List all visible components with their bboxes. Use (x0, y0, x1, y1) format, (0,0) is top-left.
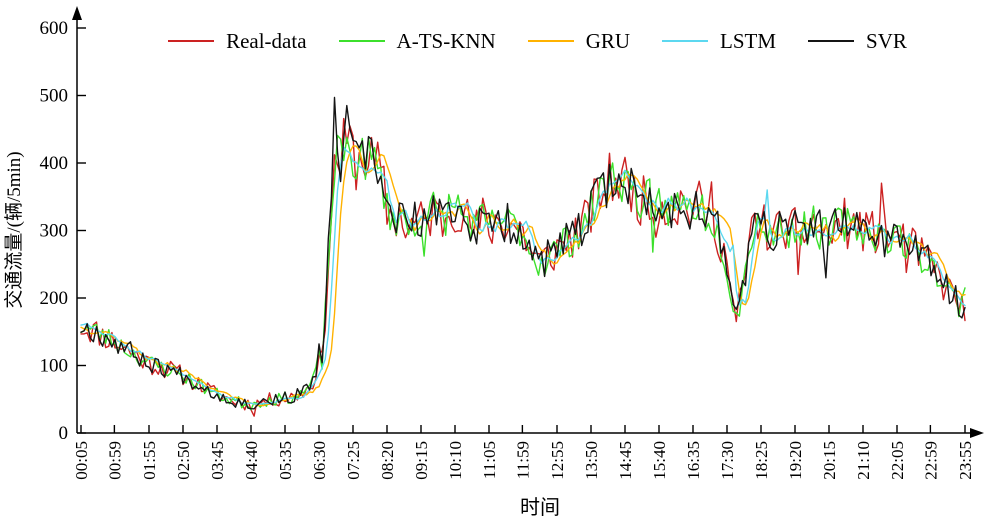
legend-label-lstm: LSTM (720, 28, 777, 53)
series-line-a-ts-knn (80, 134, 966, 411)
y-tick-label: 100 (40, 356, 69, 377)
series-line-gru (80, 145, 966, 407)
x-axis-title: 时间 (520, 496, 560, 519)
y-tick-label: 200 (40, 288, 69, 309)
legend-item-gru: GRU (527, 28, 631, 53)
x-tick-label: 15:40 (650, 441, 669, 480)
legend-line-lstm-icon (662, 40, 709, 42)
x-tick-label: 10:10 (446, 441, 465, 480)
x-tick-label: 07:25 (344, 441, 363, 480)
legend-item-real-data: Real-data (168, 28, 307, 53)
x-tick-label: 00:05 (72, 441, 91, 480)
x-tick-label: 23:55 (956, 441, 975, 480)
x-tick-label: 11:59 (513, 441, 532, 479)
x-tick-label: 16:35 (684, 441, 703, 480)
y-tick-label: 500 (40, 86, 69, 107)
x-axis-arrow-icon (970, 428, 984, 438)
legend-label-a-ts-knn: A-TS-KNN (396, 28, 496, 53)
legend-item-lstm: LSTM (662, 28, 777, 53)
legend-label-real-data: Real-data (226, 28, 307, 53)
legend-item-svr: SVR (808, 28, 907, 53)
legend: Real-data A-TS-KNN GRU LSTM SVR (85, 28, 990, 54)
y-tick-label: 0 (59, 423, 69, 444)
x-tick-label: 02:50 (174, 441, 193, 480)
x-tick-label: 00:59 (105, 441, 124, 480)
x-tick-label: 22:59 (921, 441, 940, 480)
y-axis-title: 交通流量/(辆/5min) (3, 151, 25, 308)
x-tick-label: 09:15 (412, 441, 431, 480)
series-line-real-data (80, 117, 966, 417)
x-tick-label: 13:50 (582, 441, 601, 480)
x-tick-label: 19:20 (786, 441, 805, 480)
legend-line-svr-icon (808, 40, 855, 42)
x-tick-label: 12:55 (548, 441, 567, 480)
legend-label-svr: SVR (866, 28, 907, 53)
x-tick-label: 14:45 (616, 441, 635, 480)
x-tick-label: 18:25 (752, 441, 771, 480)
y-tick-label: 300 (40, 221, 69, 242)
legend-item-a-ts-knn: A-TS-KNN (338, 28, 496, 53)
y-tick-label: 600 (40, 18, 69, 39)
x-tick-label: 03:45 (208, 441, 227, 480)
series-line-svr (80, 96, 966, 410)
legend-label-gru: GRU (585, 28, 631, 53)
y-axis-arrow-icon (72, 6, 82, 20)
legend-line-a-ts-knn-icon (338, 40, 385, 42)
legend-line-gru-icon (527, 40, 574, 42)
x-tick-label: 05:35 (276, 441, 295, 480)
series-line-lstm (80, 146, 966, 405)
x-tick-label: 04:40 (242, 441, 261, 480)
y-tick-label: 400 (40, 153, 69, 174)
x-tick-label: 06:30 (310, 441, 329, 480)
x-tick-label: 01:55 (140, 441, 159, 480)
x-tick-label: 11:05 (480, 441, 499, 479)
x-tick-label: 22:05 (888, 441, 907, 480)
x-tick-label: 08:20 (378, 441, 397, 480)
x-tick-label: 20:15 (820, 441, 839, 480)
legend-line-real-data-icon (168, 40, 215, 42)
x-tick-label: 17:30 (718, 441, 737, 480)
x-tick-label: 21:10 (854, 441, 873, 480)
